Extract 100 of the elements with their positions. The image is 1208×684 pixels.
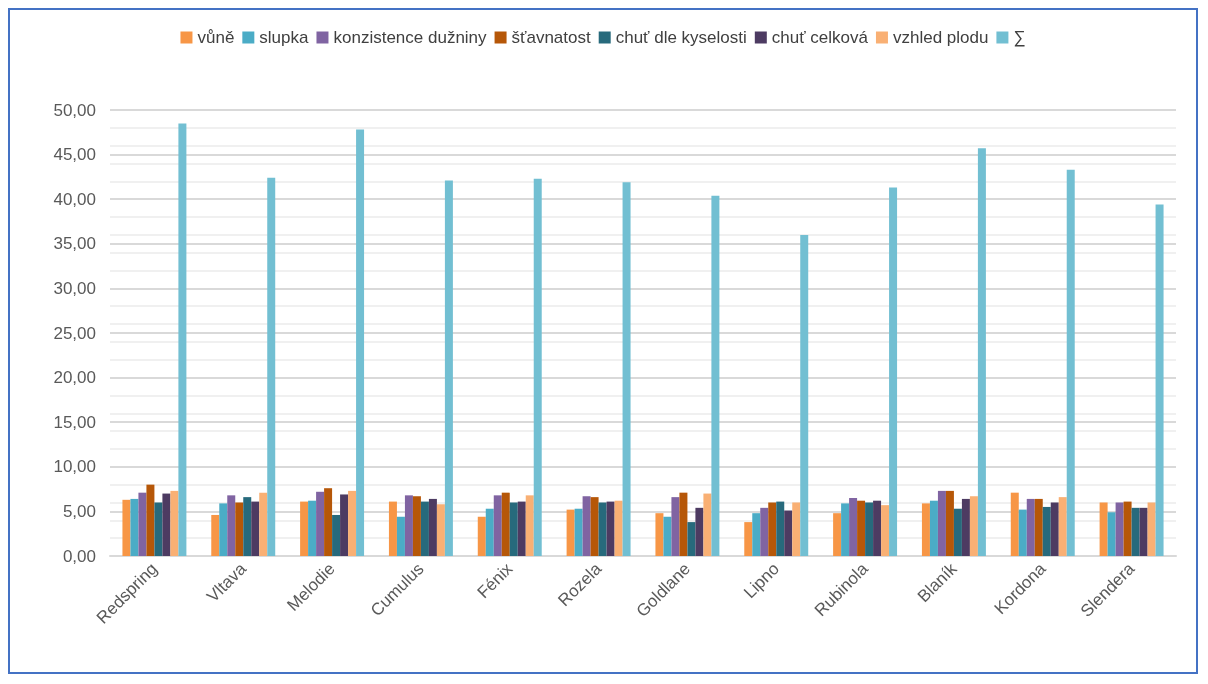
y-tick-label: 20,00 — [53, 368, 96, 388]
bar — [776, 501, 785, 556]
bar — [251, 501, 260, 556]
bar — [752, 513, 761, 556]
bar — [170, 490, 179, 556]
y-tick-label: 10,00 — [53, 457, 96, 477]
bar — [146, 484, 155, 556]
bar — [590, 497, 599, 556]
bar — [574, 508, 583, 556]
bar — [937, 490, 946, 556]
bar — [784, 510, 793, 556]
bar — [945, 490, 954, 556]
bar — [760, 507, 769, 556]
bar — [412, 496, 421, 556]
legend-label: slupka — [259, 28, 310, 47]
y-tick-label: 50,00 — [53, 100, 96, 120]
y-tick-label: 40,00 — [53, 189, 96, 209]
bar — [493, 495, 502, 556]
bar — [1123, 501, 1132, 556]
bar — [477, 516, 486, 556]
y-tick-label: 15,00 — [53, 412, 96, 432]
bar — [1131, 507, 1140, 556]
bar — [348, 490, 357, 556]
bar — [841, 503, 850, 556]
bar — [833, 513, 842, 556]
bar — [316, 491, 325, 556]
bar — [162, 493, 171, 556]
bar — [138, 492, 147, 556]
bar — [744, 522, 753, 556]
bar — [1034, 498, 1043, 556]
bar — [300, 501, 309, 556]
bar — [849, 498, 858, 556]
bar — [444, 180, 453, 556]
bar — [703, 493, 712, 556]
bar — [614, 500, 623, 556]
bar — [598, 502, 607, 556]
bar — [525, 495, 534, 556]
bar — [1050, 502, 1059, 556]
bar — [622, 182, 631, 556]
legend-label: konzistence dužniny — [333, 28, 488, 47]
bar — [211, 514, 220, 556]
bar — [687, 522, 696, 556]
legend-label: chuť celková — [771, 28, 869, 47]
bar — [792, 502, 801, 556]
bar — [1058, 497, 1067, 556]
bar — [509, 502, 518, 556]
bar — [501, 492, 510, 556]
bar — [154, 502, 163, 556]
bar — [929, 500, 938, 556]
bar — [857, 500, 866, 556]
legend-label: vzhled plodu — [892, 28, 989, 47]
bar — [953, 508, 962, 556]
bar — [243, 497, 252, 556]
bar — [582, 496, 591, 556]
bar — [695, 507, 704, 556]
bar — [768, 502, 777, 556]
bar — [122, 499, 131, 556]
bar — [873, 500, 882, 556]
bar — [1107, 512, 1116, 556]
bar — [324, 488, 333, 556]
bar — [436, 504, 445, 556]
bar — [977, 148, 986, 556]
bar — [178, 123, 187, 556]
legend-label: chuť dle kyselosti — [615, 28, 747, 47]
bar — [1155, 204, 1164, 556]
bar — [655, 513, 664, 556]
bar — [219, 503, 228, 556]
bar — [1066, 169, 1075, 556]
bar — [663, 516, 672, 556]
bar — [130, 498, 139, 556]
y-tick-label: 25,00 — [53, 323, 96, 343]
bar — [356, 129, 365, 556]
bar — [921, 503, 930, 556]
bar — [1010, 492, 1019, 556]
bar — [1099, 502, 1108, 556]
bar — [1147, 502, 1156, 556]
bar — [267, 177, 276, 556]
bar — [889, 187, 898, 556]
bar — [308, 500, 317, 556]
bar — [340, 494, 349, 556]
bar — [606, 501, 615, 556]
bar — [1026, 498, 1035, 556]
bar — [800, 234, 809, 556]
bar — [332, 514, 341, 556]
bar — [1018, 509, 1027, 556]
y-tick-label: 45,00 — [53, 145, 96, 165]
y-tick-label: 5,00 — [62, 501, 96, 521]
bar — [388, 501, 397, 556]
bar — [396, 516, 405, 556]
bar — [533, 178, 542, 556]
bar — [1042, 506, 1051, 556]
y-tick-label: 0,00 — [62, 546, 96, 566]
y-tick-label: 35,00 — [53, 234, 96, 254]
legend-label: šťavnatost — [511, 28, 591, 47]
y-tick-label: 30,00 — [53, 278, 96, 298]
bar — [428, 498, 437, 556]
bar — [485, 508, 494, 556]
bar — [259, 492, 268, 556]
bar — [227, 495, 236, 556]
legend-label: vůně — [197, 28, 235, 47]
